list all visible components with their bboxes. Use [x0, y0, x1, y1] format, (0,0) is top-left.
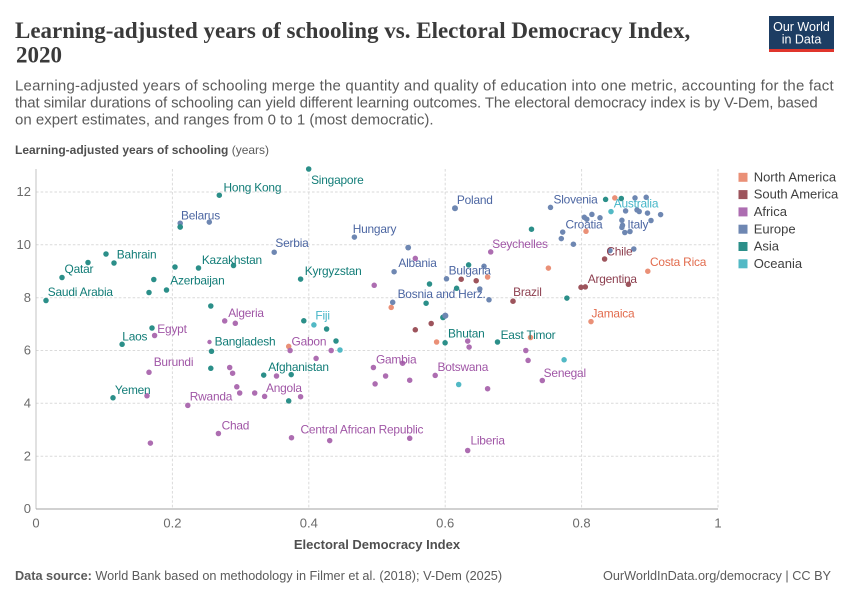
svg-text:North America: North America [754, 169, 837, 184]
svg-text:2020: 2020 [16, 43, 62, 68]
svg-text:0: 0 [32, 515, 39, 530]
svg-text:Croatia: Croatia [566, 217, 604, 231]
svg-text:Bulgaria: Bulgaria [449, 264, 492, 278]
svg-text:Afghanistan: Afghanistan [268, 360, 329, 374]
svg-text:Azerbaijan: Azerbaijan [170, 274, 224, 288]
svg-text:0.8: 0.8 [573, 515, 591, 530]
svg-text:Gabon: Gabon [292, 334, 327, 348]
svg-text:OurWorldInData.org/democracy |: OurWorldInData.org/democracy | CC BY [603, 569, 832, 583]
svg-text:Rwanda: Rwanda [190, 390, 233, 404]
svg-text:Albania: Albania [398, 256, 437, 270]
svg-text:Asia: Asia [754, 239, 780, 254]
svg-text:Seychelles: Seychelles [492, 237, 548, 251]
svg-text:0.2: 0.2 [163, 515, 181, 530]
svg-text:Slovenia: Slovenia [553, 193, 598, 207]
svg-text:South America: South America [754, 187, 839, 202]
svg-text:0.4: 0.4 [300, 515, 318, 530]
svg-text:Hungary: Hungary [353, 222, 397, 236]
svg-text:Kyrgyzstan: Kyrgyzstan [305, 264, 362, 278]
svg-text:Senegal: Senegal [544, 366, 586, 380]
svg-text:on expert estimates, and range: on expert estimates, and ranges from 0 t… [15, 112, 434, 129]
svg-text:Botswana: Botswana [437, 360, 488, 374]
svg-text:Qatar: Qatar [65, 262, 94, 276]
svg-text:Jamaica: Jamaica [592, 307, 635, 321]
svg-text:Poland: Poland [457, 193, 493, 207]
svg-text:Africa: Africa [754, 204, 788, 219]
svg-text:2: 2 [24, 448, 31, 463]
svg-text:Liberia: Liberia [470, 434, 505, 448]
svg-text:Argentina: Argentina [588, 272, 638, 286]
svg-text:in Data: in Data [782, 33, 822, 47]
svg-text:Kazakhstan: Kazakhstan [202, 253, 262, 267]
svg-text:Chad: Chad [222, 419, 250, 433]
svg-text:Our World: Our World [773, 20, 830, 34]
svg-text:Serbia: Serbia [275, 236, 309, 250]
svg-text:East Timor: East Timor [501, 328, 556, 342]
svg-text:10: 10 [17, 237, 31, 252]
svg-text:Learning-adjusted years of sch: Learning-adjusted years of schooling mer… [15, 78, 834, 95]
svg-text:Bosnia and Herz.: Bosnia and Herz. [398, 287, 486, 301]
svg-text:Laos: Laos [122, 329, 147, 343]
svg-text:Chile: Chile [606, 244, 633, 258]
svg-text:Egypt: Egypt [157, 322, 187, 336]
svg-text:Yemen: Yemen [115, 383, 151, 397]
svg-text:1: 1 [714, 515, 721, 530]
svg-text:0.6: 0.6 [436, 515, 454, 530]
svg-text:Brazil: Brazil [513, 285, 542, 299]
svg-text:Bangladesh: Bangladesh [215, 334, 276, 348]
svg-text:Saudi Arabia: Saudi Arabia [48, 285, 114, 299]
svg-text:Data source: World Bank based: Data source: World Bank based on methodo… [15, 569, 502, 583]
svg-text:Burundi: Burundi [154, 355, 194, 369]
svg-text:8: 8 [24, 290, 31, 305]
svg-text:6: 6 [24, 343, 31, 358]
svg-text:Angola: Angola [266, 381, 302, 395]
svg-text:Oceania: Oceania [754, 256, 803, 271]
svg-text:4: 4 [24, 396, 31, 411]
svg-text:Bahrain: Bahrain [117, 248, 157, 262]
svg-text:Electoral Democracy Index: Electoral Democracy Index [294, 537, 461, 552]
svg-text:Singapore: Singapore [311, 173, 364, 187]
svg-text:0: 0 [24, 501, 31, 516]
svg-text:Italy: Italy [627, 217, 648, 231]
svg-text:Australia: Australia [614, 197, 659, 211]
svg-text:Algeria: Algeria [228, 306, 264, 320]
svg-text:Gambia: Gambia [376, 353, 417, 367]
svg-text:Belarus: Belarus [181, 208, 220, 222]
svg-text:Europe: Europe [754, 221, 796, 236]
svg-text:Learning-adjusted years of sch: Learning-adjusted years of schooling (ye… [15, 143, 269, 157]
svg-text:Central African Republic: Central African Republic [301, 423, 424, 437]
svg-text:Learning-adjusted years of sch: Learning-adjusted years of schooling vs.… [15, 18, 690, 43]
svg-text:Costa Rica: Costa Rica [650, 255, 707, 269]
svg-text:Hong Kong: Hong Kong [224, 180, 282, 194]
svg-text:that similar durations of scho: that similar durations of schooling can … [15, 95, 818, 112]
svg-text:Bhutan: Bhutan [448, 327, 485, 341]
svg-text:12: 12 [17, 184, 31, 199]
svg-text:Fiji: Fiji [315, 309, 329, 323]
